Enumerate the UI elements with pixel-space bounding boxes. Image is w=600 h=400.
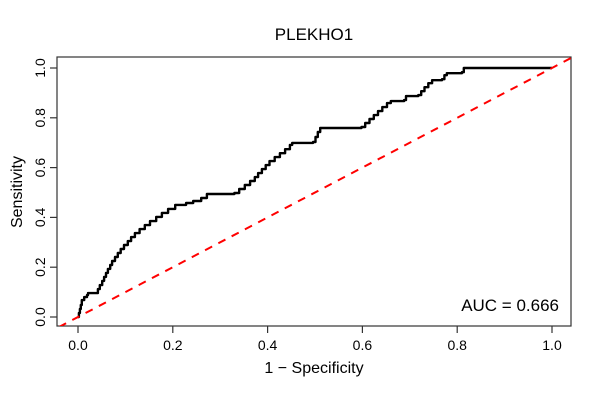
y-axis-tick-label: 0.8	[32, 108, 48, 128]
auc-annotation: AUC = 0.666	[461, 296, 559, 315]
x-axis-tick-label: 0.0	[68, 337, 88, 353]
x-axis-tick-label: 0.6	[353, 337, 373, 353]
y-axis-tick-label: 0.2	[32, 257, 48, 277]
y-axis-tick-label: 0.4	[32, 207, 48, 227]
x-axis-tick-label: 0.2	[163, 337, 183, 353]
plot-box	[56, 56, 572, 327]
chart-title: PLEKHO1	[275, 25, 353, 44]
x-axis-tick-label: 0.4	[258, 337, 278, 353]
roc-curve-line	[77, 66, 552, 319]
y-axis-tick-label: 0.6	[32, 158, 48, 178]
y-axis-tick-label: 0.0	[32, 307, 48, 327]
x-axis-tick-label: 0.8	[447, 337, 467, 353]
y-axis-label: Sensitivity	[9, 156, 26, 228]
x-axis-label: 1 − Specificity	[264, 360, 363, 377]
y-axis-tick-label: 1.0	[32, 58, 48, 78]
x-axis-tick-label: 1.0	[542, 337, 562, 353]
chance-diagonal-line	[58, 57, 571, 326]
